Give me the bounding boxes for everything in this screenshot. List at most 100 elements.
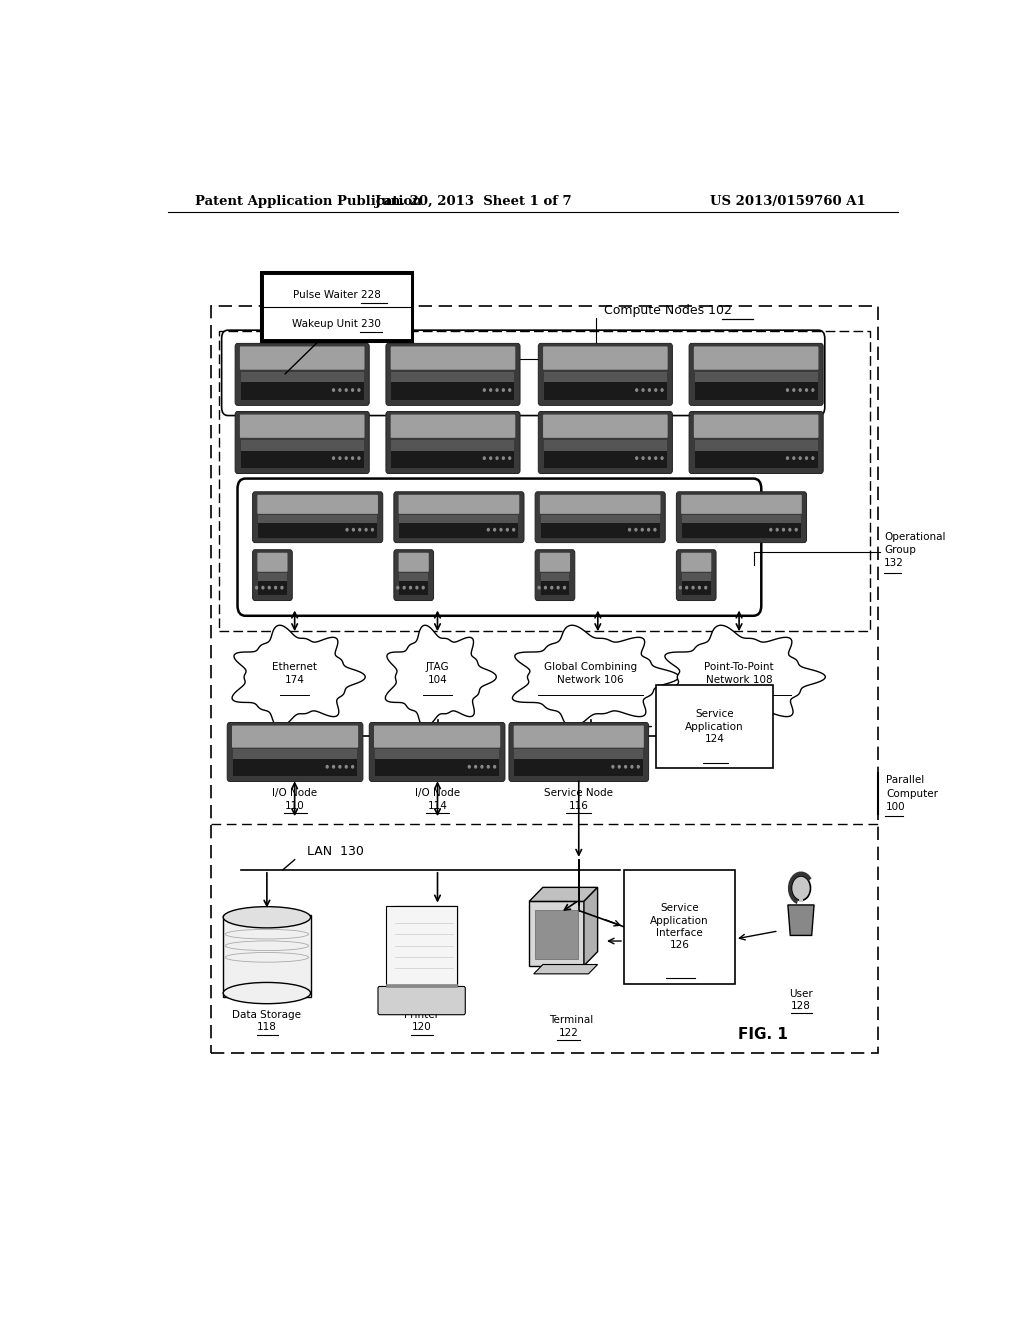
Text: Global Combining
Network 106: Global Combining Network 106	[544, 663, 637, 685]
FancyBboxPatch shape	[232, 750, 357, 760]
Circle shape	[494, 528, 496, 531]
FancyBboxPatch shape	[399, 573, 428, 582]
Circle shape	[636, 389, 638, 391]
Circle shape	[422, 586, 424, 589]
Circle shape	[483, 457, 485, 459]
Text: I/O Node: I/O Node	[415, 788, 460, 797]
Polygon shape	[787, 871, 812, 904]
FancyBboxPatch shape	[544, 383, 667, 400]
FancyBboxPatch shape	[258, 523, 377, 537]
FancyBboxPatch shape	[386, 412, 520, 474]
Circle shape	[635, 528, 637, 531]
Circle shape	[786, 389, 788, 391]
FancyBboxPatch shape	[386, 983, 458, 987]
FancyBboxPatch shape	[544, 450, 667, 469]
Text: Compute Nodes 102: Compute Nodes 102	[604, 305, 732, 317]
Circle shape	[662, 389, 664, 391]
FancyBboxPatch shape	[391, 372, 514, 383]
Circle shape	[786, 457, 788, 459]
FancyBboxPatch shape	[514, 759, 643, 776]
Text: Data Storage: Data Storage	[232, 1010, 301, 1020]
FancyBboxPatch shape	[394, 492, 524, 543]
FancyBboxPatch shape	[395, 906, 458, 986]
FancyBboxPatch shape	[386, 343, 520, 405]
Circle shape	[281, 586, 283, 589]
Circle shape	[262, 586, 264, 589]
Circle shape	[372, 528, 374, 531]
FancyBboxPatch shape	[543, 414, 668, 438]
Circle shape	[513, 528, 515, 531]
Polygon shape	[787, 906, 814, 936]
FancyBboxPatch shape	[399, 523, 518, 537]
Text: 120: 120	[412, 1023, 431, 1032]
Text: 122: 122	[558, 1027, 579, 1038]
Circle shape	[366, 528, 367, 531]
FancyBboxPatch shape	[398, 553, 429, 572]
Circle shape	[333, 766, 335, 768]
Circle shape	[636, 457, 638, 459]
Circle shape	[481, 766, 483, 768]
Circle shape	[792, 876, 811, 900]
FancyBboxPatch shape	[241, 383, 364, 400]
Circle shape	[496, 457, 498, 459]
Circle shape	[793, 389, 795, 391]
FancyBboxPatch shape	[689, 343, 823, 405]
Circle shape	[410, 586, 412, 589]
Text: 128: 128	[791, 1001, 811, 1011]
FancyBboxPatch shape	[398, 495, 519, 513]
FancyBboxPatch shape	[682, 573, 711, 582]
Circle shape	[563, 586, 565, 589]
FancyBboxPatch shape	[694, 414, 818, 438]
FancyBboxPatch shape	[253, 549, 292, 601]
Ellipse shape	[223, 907, 310, 928]
Text: JTAG
104: JTAG 104	[426, 663, 450, 685]
Circle shape	[339, 389, 341, 391]
Circle shape	[782, 528, 784, 531]
Circle shape	[654, 389, 656, 391]
FancyBboxPatch shape	[544, 440, 667, 451]
Circle shape	[345, 457, 347, 459]
Circle shape	[468, 766, 470, 768]
Circle shape	[503, 457, 505, 459]
FancyBboxPatch shape	[257, 495, 378, 513]
FancyBboxPatch shape	[240, 346, 365, 370]
FancyBboxPatch shape	[529, 902, 584, 966]
Text: Printer: Printer	[404, 1010, 439, 1020]
FancyBboxPatch shape	[258, 515, 377, 524]
Circle shape	[346, 528, 348, 531]
Polygon shape	[663, 626, 825, 727]
FancyBboxPatch shape	[536, 492, 666, 543]
Circle shape	[629, 528, 631, 531]
FancyBboxPatch shape	[539, 343, 673, 405]
Circle shape	[625, 766, 627, 768]
FancyBboxPatch shape	[378, 986, 465, 1015]
Circle shape	[274, 586, 276, 589]
FancyBboxPatch shape	[689, 412, 823, 474]
Circle shape	[539, 586, 540, 589]
FancyBboxPatch shape	[391, 383, 514, 400]
Circle shape	[705, 586, 707, 589]
FancyBboxPatch shape	[655, 685, 773, 768]
Circle shape	[351, 389, 353, 391]
FancyBboxPatch shape	[374, 726, 500, 747]
Text: Service Node: Service Node	[545, 788, 613, 797]
FancyBboxPatch shape	[514, 726, 644, 747]
Circle shape	[770, 528, 772, 531]
FancyBboxPatch shape	[541, 581, 569, 595]
Circle shape	[509, 389, 511, 391]
Circle shape	[333, 457, 335, 459]
Circle shape	[648, 457, 650, 459]
Text: Point-To-Point
Network 108: Point-To-Point Network 108	[705, 663, 774, 685]
Text: Patent Application Publication: Patent Application Publication	[196, 194, 422, 207]
Circle shape	[487, 528, 489, 531]
Circle shape	[487, 766, 489, 768]
Circle shape	[489, 389, 492, 391]
Circle shape	[351, 457, 353, 459]
Text: Jun. 20, 2013  Sheet 1 of 7: Jun. 20, 2013 Sheet 1 of 7	[375, 194, 571, 207]
Circle shape	[557, 586, 559, 589]
FancyBboxPatch shape	[241, 450, 364, 469]
Text: Wakeup Unit 230: Wakeup Unit 230	[292, 319, 381, 329]
Circle shape	[475, 766, 476, 768]
Circle shape	[351, 766, 353, 768]
Circle shape	[686, 586, 688, 589]
